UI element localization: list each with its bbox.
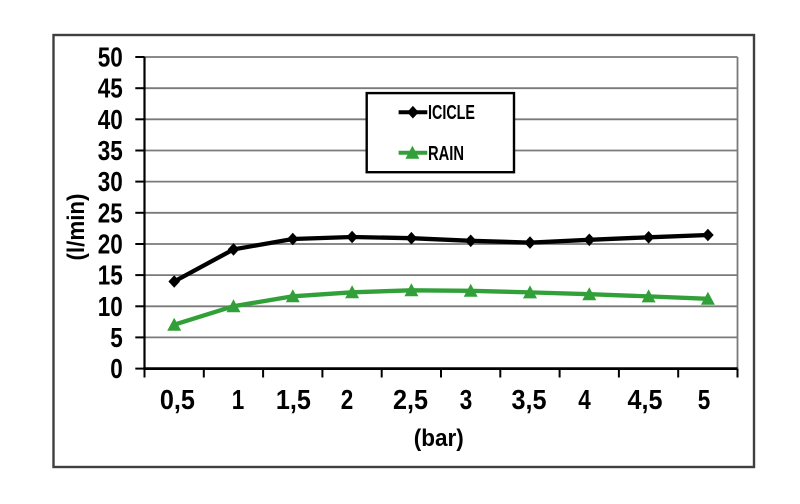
svg-text:RAIN: RAIN xyxy=(428,143,464,165)
svg-text:10: 10 xyxy=(98,291,123,322)
svg-text:(l/min): (l/min) xyxy=(63,194,90,261)
svg-text:1,5: 1,5 xyxy=(276,384,311,415)
svg-text:3,5: 3,5 xyxy=(512,384,547,415)
svg-text:2,5: 2,5 xyxy=(393,384,428,415)
svg-text:2: 2 xyxy=(341,384,354,415)
svg-text:5: 5 xyxy=(698,384,711,415)
svg-text:ICICLE: ICICLE xyxy=(428,102,475,124)
svg-text:20: 20 xyxy=(98,229,123,260)
svg-text:30: 30 xyxy=(98,166,123,197)
svg-text:3: 3 xyxy=(460,384,473,415)
svg-text:50: 50 xyxy=(98,42,123,73)
svg-text:0: 0 xyxy=(110,353,123,384)
svg-text:(bar): (bar) xyxy=(414,425,464,452)
svg-text:0,5: 0,5 xyxy=(160,384,195,415)
svg-text:45: 45 xyxy=(98,73,123,104)
svg-text:4: 4 xyxy=(578,384,591,415)
svg-text:1: 1 xyxy=(232,384,245,415)
svg-text:25: 25 xyxy=(98,197,123,228)
svg-text:40: 40 xyxy=(98,104,123,135)
svg-text:4,5: 4,5 xyxy=(628,384,663,415)
svg-text:5: 5 xyxy=(110,322,123,353)
svg-text:15: 15 xyxy=(98,260,123,291)
svg-text:35: 35 xyxy=(98,135,123,166)
